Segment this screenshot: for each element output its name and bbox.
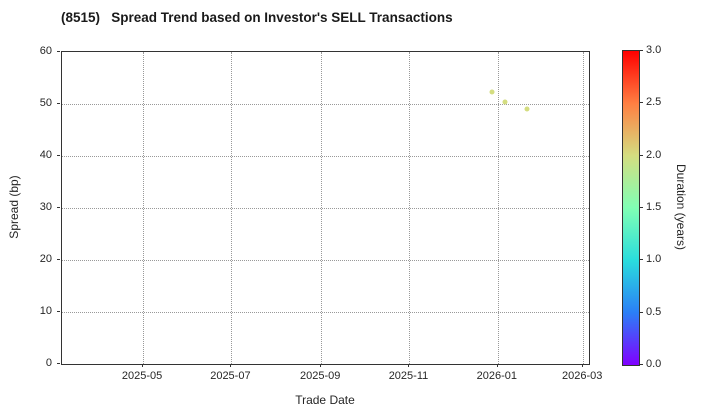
scatter-point xyxy=(489,89,495,95)
x-tick-mark xyxy=(496,364,498,367)
colorbar-tick-mark xyxy=(639,102,643,104)
x-tick-label: 2025-05 xyxy=(121,370,163,382)
colorbar-tick-mark xyxy=(639,364,643,365)
colorbar-tick-label: 2.5 xyxy=(646,96,662,109)
y-tick-label: 50 xyxy=(39,97,52,109)
y-gridline xyxy=(62,208,589,209)
x-tick-mark xyxy=(320,364,322,367)
x-tick-label: 2026-03 xyxy=(562,370,603,382)
x-tick-mark xyxy=(142,364,144,367)
chart-title: (8515) Spread Trend based on Investor's … xyxy=(61,10,453,25)
colorbar-tick-mark xyxy=(639,154,643,156)
y-tick-label: 60 xyxy=(39,45,52,57)
colorbar-tick-label: 2.0 xyxy=(646,148,662,161)
y-tick-mark xyxy=(57,259,60,260)
y-tick-mark xyxy=(57,103,60,104)
y-axis-label: Spread (bp) xyxy=(7,175,21,239)
colorbar xyxy=(622,50,640,366)
y-tick-label: 30 xyxy=(39,201,52,213)
y-tick-label: 20 xyxy=(39,253,52,265)
plot-area xyxy=(61,51,590,365)
x-tick-mark xyxy=(408,364,410,367)
colorbar-tick-label: 3.0 xyxy=(646,44,662,56)
colorbar-tick-mark xyxy=(639,259,643,261)
y-tick-mark xyxy=(57,207,60,208)
colorbar-tick-label: 1.0 xyxy=(646,253,662,266)
y-gridline xyxy=(62,156,589,157)
y-gridline xyxy=(62,312,589,313)
colorbar-label: Duration (years) xyxy=(674,163,688,251)
x-tick-mark xyxy=(582,364,584,367)
x-tick-label: 2025-09 xyxy=(299,370,341,382)
y-gridline xyxy=(62,260,589,261)
colorbar-tick-label: 0.0 xyxy=(646,358,662,370)
colorbar-tick-label: 0.5 xyxy=(646,305,662,318)
colorbar-tick-mark xyxy=(639,311,643,313)
y-tick-label: 0 xyxy=(45,357,52,369)
y-tick-mark xyxy=(57,155,60,156)
y-tick-label: 40 xyxy=(39,149,52,161)
colorbar-tick-mark xyxy=(639,207,643,208)
colorbar-tick-mark xyxy=(639,50,643,51)
scatter-point xyxy=(524,106,530,112)
y-tick-mark xyxy=(57,51,60,52)
scatter-point xyxy=(502,99,508,105)
x-tick-label: 2025-11 xyxy=(388,370,429,382)
x-tick-mark xyxy=(230,364,232,367)
x-tick-label: 2026-01 xyxy=(476,370,517,382)
x-axis-label: Trade Date xyxy=(295,393,355,407)
x-tick-label: 2025-07 xyxy=(210,370,251,382)
y-tick-label: 10 xyxy=(39,305,52,317)
y-tick-mark xyxy=(57,311,60,312)
y-tick-mark xyxy=(57,363,60,364)
y-gridline xyxy=(62,104,589,105)
colorbar-tick-label: 1.5 xyxy=(646,201,662,213)
